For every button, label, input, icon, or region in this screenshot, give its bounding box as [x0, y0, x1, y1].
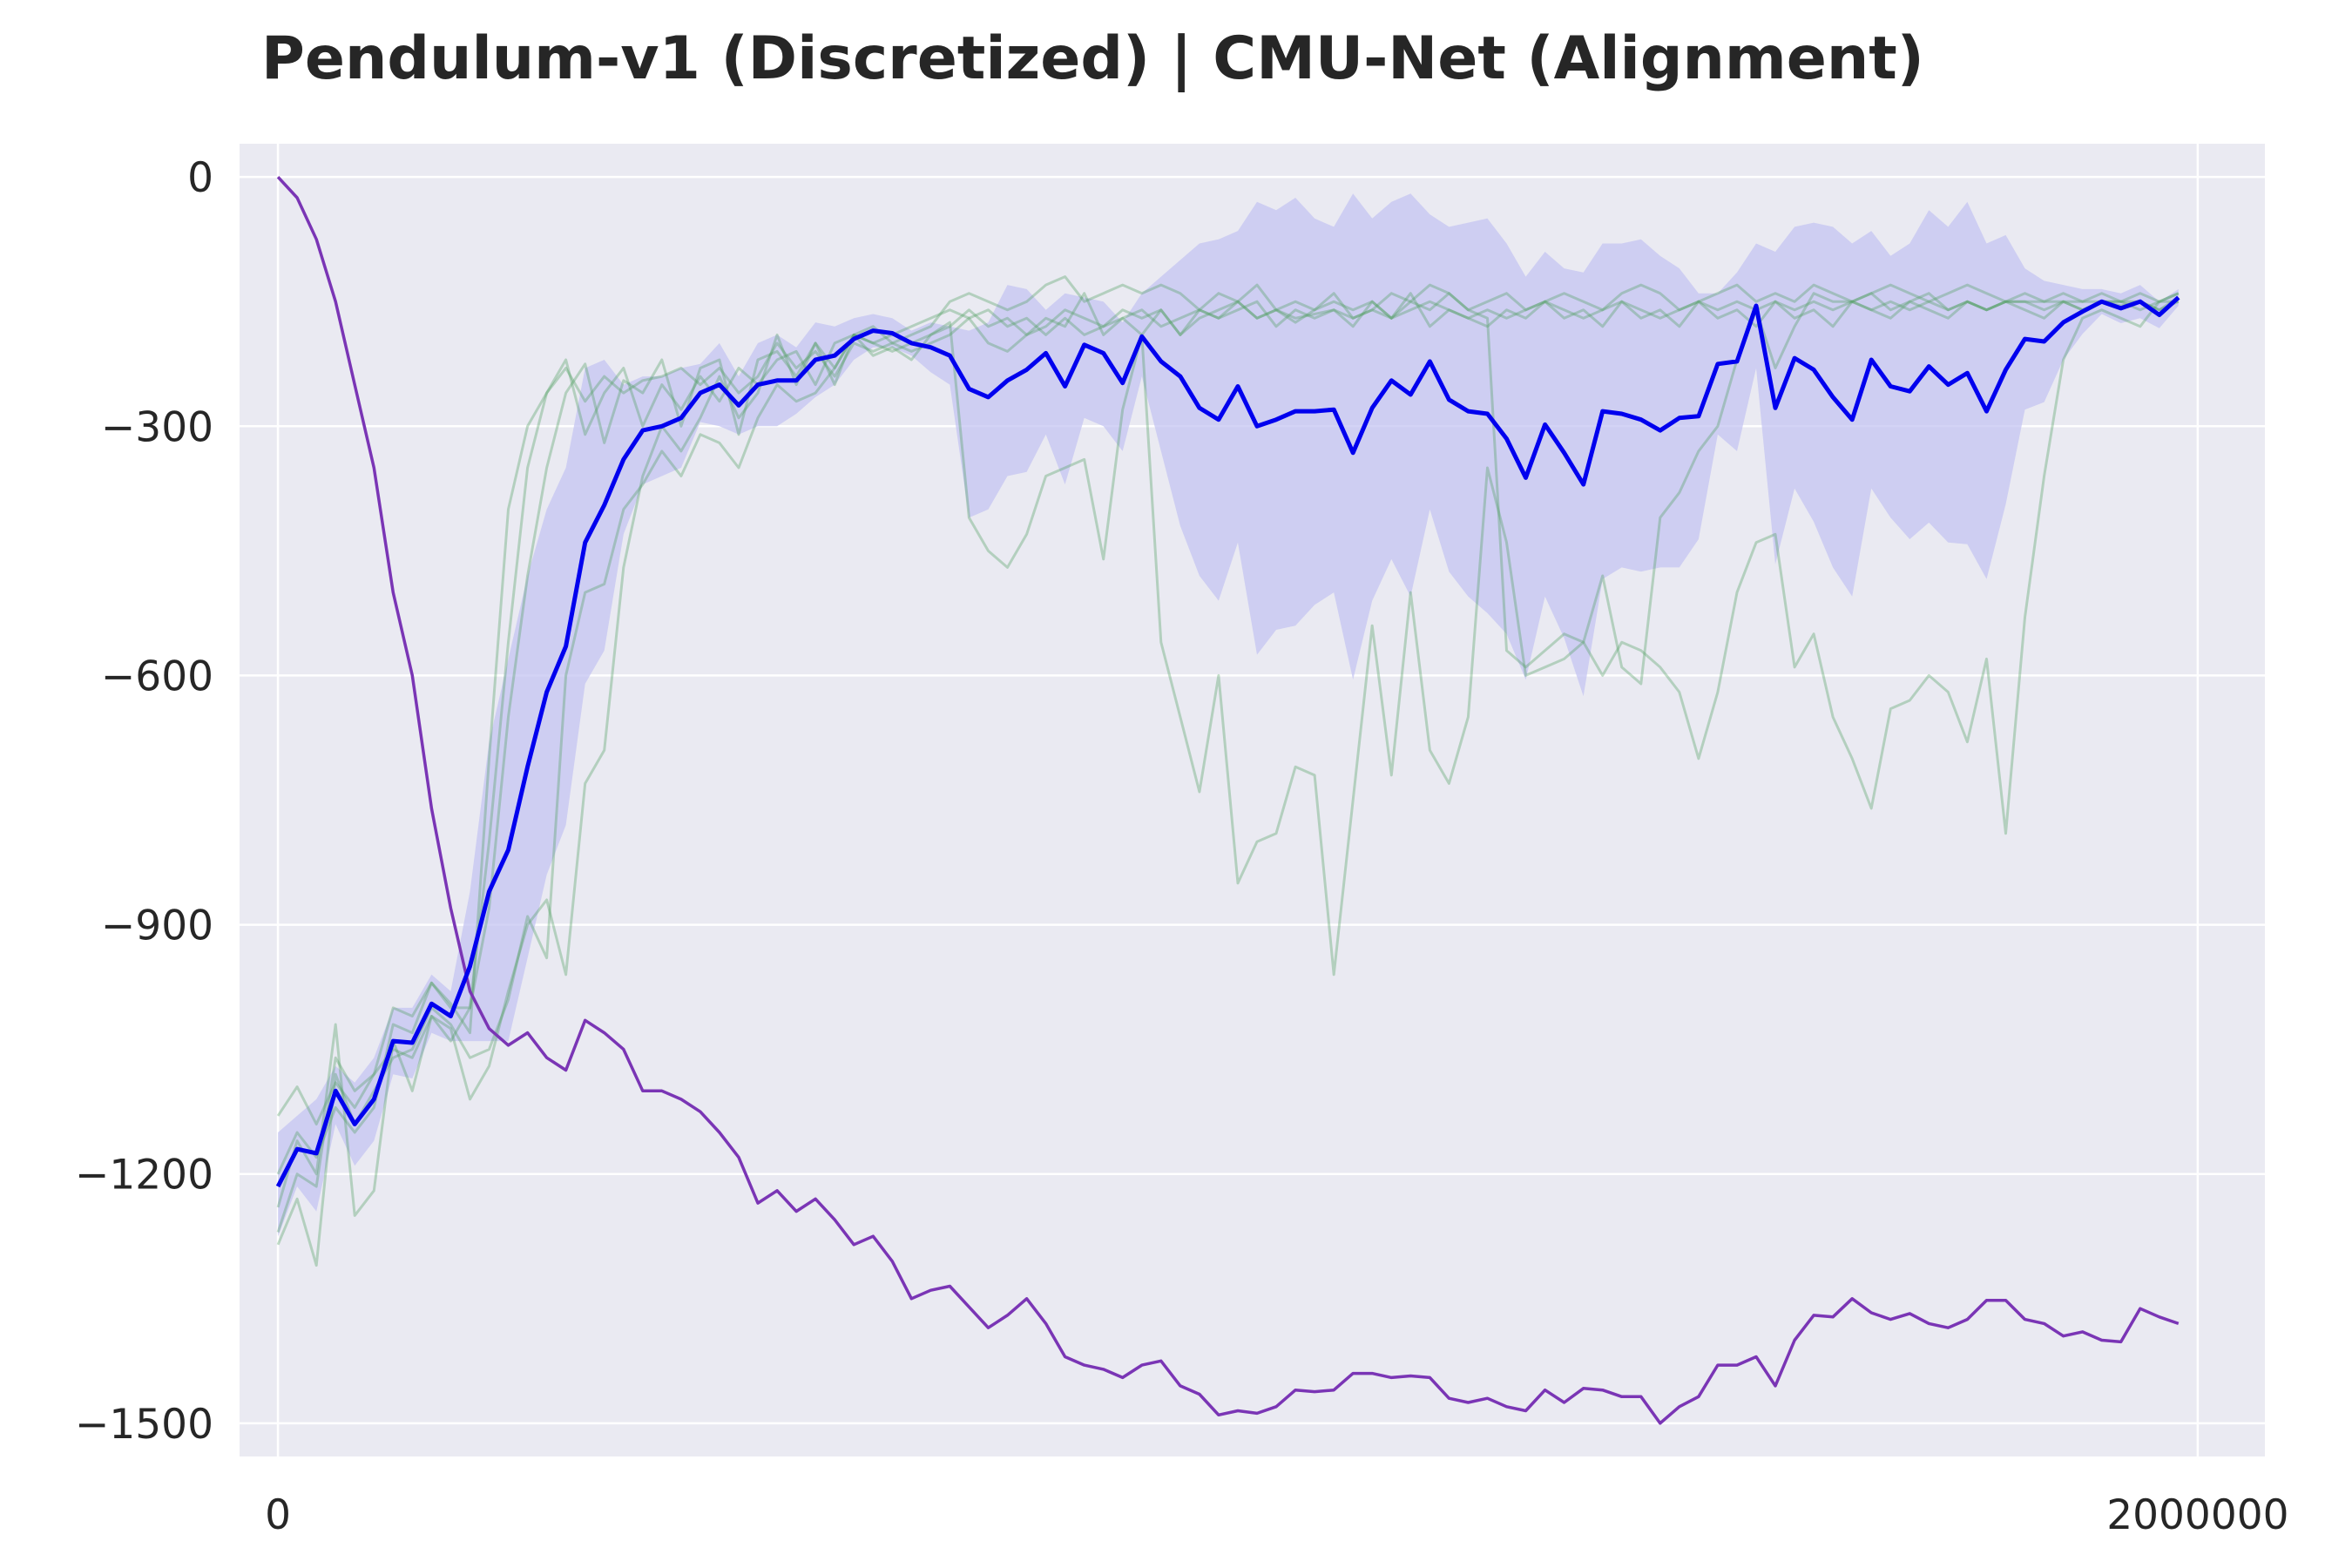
run-line-3	[276, 292, 2179, 1217]
run-line-5	[276, 275, 2180, 1175]
run-line-4	[276, 292, 2180, 1267]
mean-line	[275, 295, 2180, 1188]
run-line-1	[276, 300, 2180, 1125]
run-line-2	[276, 292, 2180, 1233]
data-marks	[275, 176, 2180, 1425]
y-tick-label: −1500	[75, 1401, 213, 1449]
reference-line	[276, 176, 2180, 1425]
x-tick-label: 2000000	[2106, 1491, 2288, 1539]
y-tick-label: −900	[101, 902, 213, 950]
std-band	[278, 193, 2179, 1237]
chart-title: Pendulum-v1 (Discretized) | CMU-Net (Ali…	[261, 24, 1924, 93]
x-tick-label: 0	[265, 1491, 291, 1539]
y-tick-label: −300	[101, 403, 213, 451]
y-tick-label: −1200	[75, 1152, 213, 1200]
tick-labels: 0 −300 −600 −900 −1200 −1500 0 2000000	[75, 154, 2289, 1539]
y-tick-label: 0	[187, 154, 213, 202]
y-tick-label: −600	[101, 652, 213, 700]
